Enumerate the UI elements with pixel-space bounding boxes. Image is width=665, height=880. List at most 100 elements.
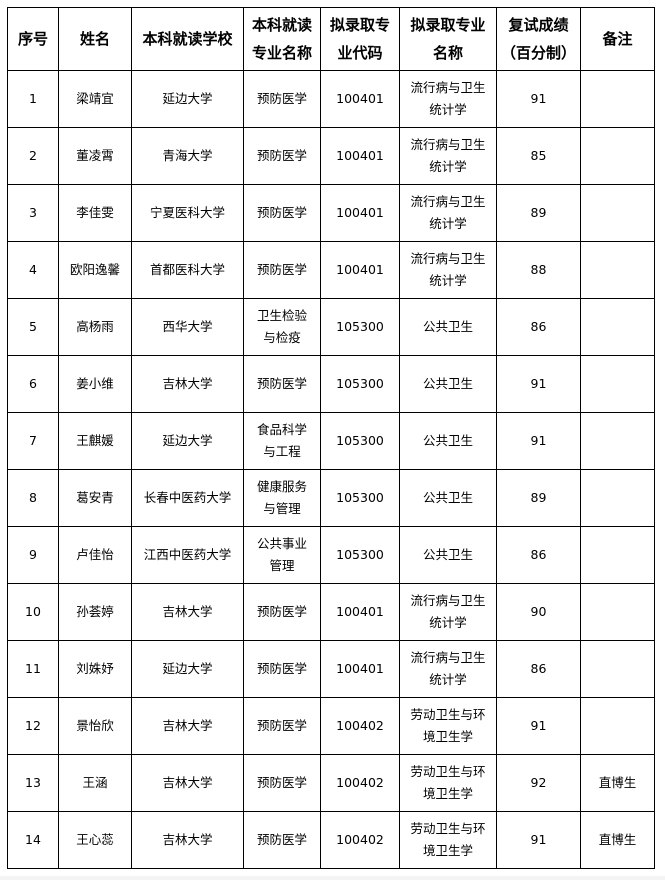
- cell-no-text: 6: [29, 376, 37, 391]
- cell-no: 2: [7, 127, 59, 185]
- cell-school-text: 吉林大学: [162, 832, 213, 847]
- cell-no-text: 12: [25, 718, 41, 733]
- cell-school: 吉林大学: [131, 583, 244, 641]
- cell-no-text: 1: [29, 91, 37, 106]
- cell-score: 92: [496, 754, 581, 812]
- cell-undergrad-major-text: 卫生检验与检疫: [256, 308, 307, 345]
- table-row: 4 欧阳逸馨 首都医科大学 预防医学 100401 流行病与卫生统计学 88: [7, 241, 655, 299]
- cell-undergrad-major-text: 预防医学: [256, 205, 307, 220]
- cell-score-text: 89: [530, 205, 547, 220]
- cell-no-text: 3: [29, 205, 37, 220]
- cell-name-text: 王涵: [82, 775, 108, 790]
- cell-school: 吉林大学: [131, 754, 244, 812]
- cell-school: 宁夏医科大学: [131, 184, 244, 242]
- cell-program-name: 劳动卫生与环境卫生学: [399, 811, 497, 869]
- cell-school: 延边大学: [131, 412, 244, 470]
- table-row: 12 景怡欣 吉林大学 预防医学 100402 劳动卫生与环境卫生学 91: [7, 697, 655, 755]
- cell-name-text: 姜小维: [76, 376, 114, 391]
- cell-program-code: 105300: [320, 526, 400, 584]
- cell-program-code-text: 105300: [336, 547, 384, 562]
- cell-program-name: 流行病与卫生统计学: [399, 127, 497, 185]
- cell-no: 6: [7, 355, 59, 413]
- cell-program-code-text: 100401: [336, 604, 384, 619]
- cell-program-name: 劳动卫生与环境卫生学: [399, 697, 497, 755]
- cell-name-text: 葛安青: [76, 490, 114, 505]
- cell-program-name: 公共卫生: [399, 355, 497, 413]
- cell-no-text: 9: [29, 547, 37, 562]
- cell-score-text: 85: [530, 148, 547, 163]
- cell-program-code-text: 105300: [336, 490, 384, 505]
- cell-note: [580, 640, 655, 698]
- cell-name-text: 高杨雨: [76, 319, 114, 334]
- cell-name: 王心蕊: [58, 811, 132, 869]
- header-score: 复试成绩 （百分制）: [496, 7, 581, 71]
- table-row: 10 孙荟婷 吉林大学 预防医学 100401 流行病与卫生统计学 90: [7, 583, 655, 641]
- table-row: 8 葛安青 长春中医药大学 健康服务与管理 105300 公共卫生 89: [7, 469, 655, 527]
- cell-note: 直博生: [580, 754, 655, 812]
- cell-program-code-text: 105300: [336, 433, 384, 448]
- cell-no-text: 10: [25, 604, 41, 619]
- cell-program-code: 100401: [320, 127, 400, 185]
- admission-table: 序号 姓名 本科就读学校 本科就读 专业名称 拟录取专 业代码 拟录取专业 名称…: [7, 7, 655, 869]
- cell-school-text: 首都医科大学: [149, 262, 225, 277]
- table-row: 3 李佳雯 宁夏医科大学 预防医学 100401 流行病与卫生统计学 89: [7, 184, 655, 242]
- cell-no: 9: [7, 526, 59, 584]
- table-row: 7 王麒媛 延边大学 食品科学与工程 105300 公共卫生 91: [7, 412, 655, 470]
- cell-name-text: 董凌霄: [76, 148, 114, 163]
- cell-score-text: 91: [530, 433, 547, 448]
- cell-program-code-text: 100401: [336, 91, 384, 106]
- cell-program-code: 105300: [320, 412, 400, 470]
- cell-note: [580, 697, 655, 755]
- cell-program-name-text: 流行病与卫生统计学: [410, 650, 486, 687]
- header-no: 序号: [7, 7, 59, 71]
- cell-no: 11: [7, 640, 59, 698]
- cell-no-text: 7: [29, 433, 37, 448]
- cell-undergrad-major-text: 预防医学: [256, 604, 307, 619]
- cell-undergrad-major-text: 预防医学: [256, 718, 307, 733]
- cell-program-code: 100401: [320, 70, 400, 128]
- cell-no: 1: [7, 70, 59, 128]
- cell-program-name: 公共卫生: [399, 298, 497, 356]
- cell-score: 91: [496, 412, 581, 470]
- cell-program-code: 100402: [320, 811, 400, 869]
- cell-program-name-text: 流行病与卫生统计学: [410, 80, 486, 117]
- cell-name: 姜小维: [58, 355, 132, 413]
- header-note: 备注: [580, 7, 655, 71]
- cell-program-name: 流行病与卫生统计学: [399, 70, 497, 128]
- cell-note-text: 直博生: [598, 775, 637, 790]
- cell-score-text: 91: [530, 832, 547, 847]
- cell-program-code-text: 100402: [336, 832, 384, 847]
- cell-school-text: 延边大学: [162, 433, 213, 448]
- cell-no: 10: [7, 583, 59, 641]
- cell-score-text: 90: [530, 604, 547, 619]
- page-bottom-edge: [0, 876, 665, 880]
- cell-name: 李佳雯: [58, 184, 132, 242]
- cell-school-text: 长春中医药大学: [143, 490, 232, 505]
- cell-note: [580, 469, 655, 527]
- cell-no: 8: [7, 469, 59, 527]
- cell-note: [580, 184, 655, 242]
- cell-undergrad-major: 食品科学与工程: [243, 412, 321, 470]
- cell-undergrad-major-text: 预防医学: [256, 661, 307, 676]
- cell-program-code: 100401: [320, 241, 400, 299]
- cell-school-text: 西华大学: [162, 319, 213, 334]
- cell-score-text: 86: [530, 661, 547, 676]
- cell-name-text: 欧阳逸馨: [69, 262, 120, 277]
- cell-school-text: 青海大学: [162, 148, 213, 163]
- cell-name: 王麒媛: [58, 412, 132, 470]
- table-body: 1 梁靖宜 延边大学 预防医学 100401 流行病与卫生统计学 91 2 董凌霄 青海大学 预防医…: [7, 70, 655, 869]
- cell-no-text: 2: [29, 148, 37, 163]
- cell-score-text: 86: [530, 547, 547, 562]
- cell-school: 吉林大学: [131, 811, 244, 869]
- cell-school: 青海大学: [131, 127, 244, 185]
- cell-undergrad-major: 卫生检验与检疫: [243, 298, 321, 356]
- cell-undergrad-major-text: 预防医学: [256, 148, 307, 163]
- cell-note-text: 直博生: [598, 832, 637, 847]
- cell-program-code: 100402: [320, 697, 400, 755]
- cell-score: 91: [496, 697, 581, 755]
- cell-school: 吉林大学: [131, 355, 244, 413]
- table-row: 2 董凌霄 青海大学 预防医学 100401 流行病与卫生统计学 85: [7, 127, 655, 185]
- table-row: 13 王涵 吉林大学 预防医学 100402 劳动卫生与环境卫生学 92 直博生: [7, 754, 655, 812]
- cell-undergrad-major-text: 预防医学: [256, 262, 307, 277]
- cell-program-name-text: 公共卫生: [422, 319, 473, 334]
